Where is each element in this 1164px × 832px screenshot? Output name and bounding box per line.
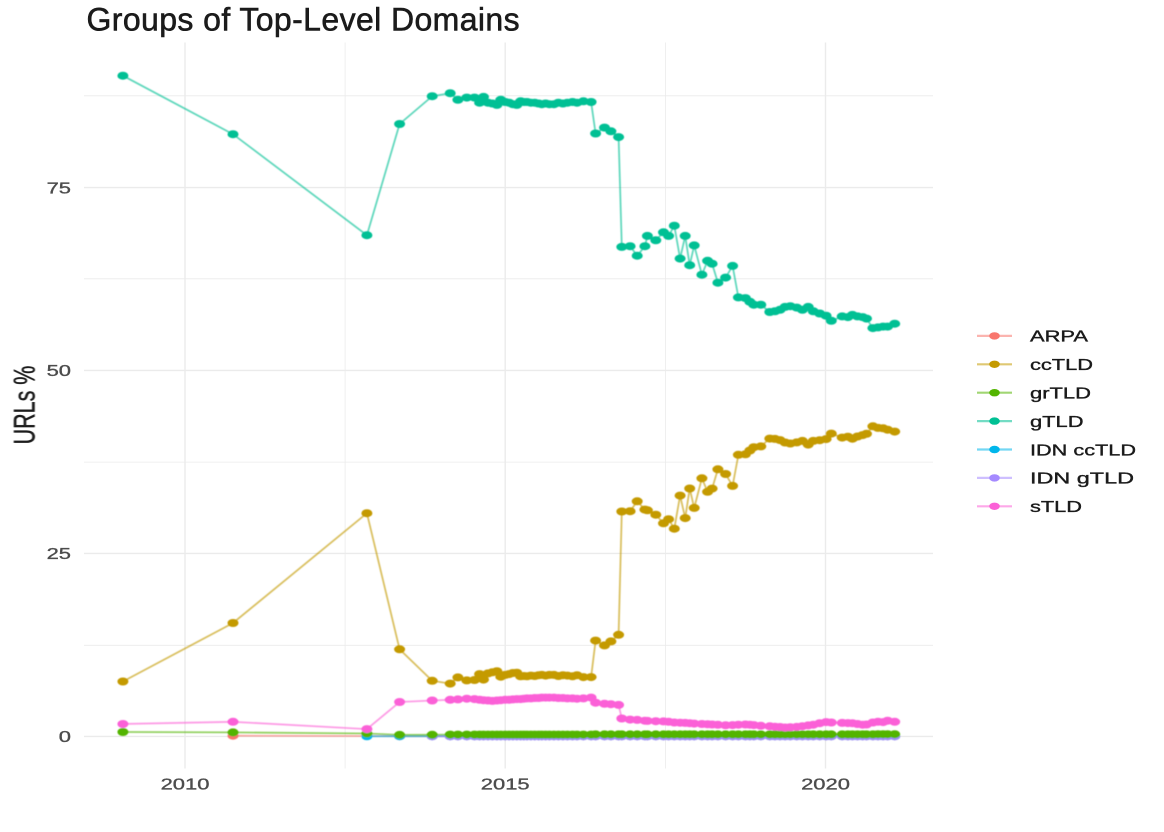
svg-text:2015: 2015 — [481, 777, 530, 794]
svg-text:2010: 2010 — [161, 777, 210, 794]
svg-text:grTLD: grTLD — [1030, 386, 1091, 403]
svg-text:IDN ccTLD: IDN ccTLD — [1030, 442, 1136, 459]
svg-text:2020: 2020 — [801, 777, 850, 794]
svg-text:URLs %: URLs % — [9, 366, 41, 445]
svg-text:25: 25 — [47, 546, 72, 563]
svg-text:Groups of Top-Level Domains: Groups of Top-Level Domains — [87, 1, 521, 37]
svg-text:ARPA: ARPA — [1030, 329, 1088, 346]
svg-text:ccTLD: ccTLD — [1030, 357, 1093, 374]
svg-text:IDN gTLD: IDN gTLD — [1030, 471, 1134, 488]
svg-text:50: 50 — [47, 363, 72, 380]
svg-text:75: 75 — [47, 180, 72, 197]
svg-text:0: 0 — [59, 729, 71, 746]
svg-text:gTLD: gTLD — [1030, 414, 1084, 431]
svg-text:sTLD: sTLD — [1030, 499, 1082, 516]
